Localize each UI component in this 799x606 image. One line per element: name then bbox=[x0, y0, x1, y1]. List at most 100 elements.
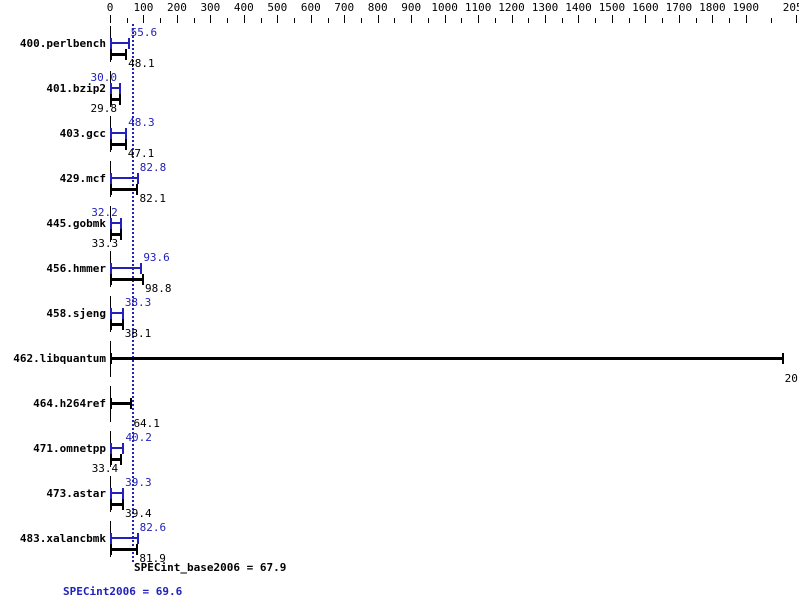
base-value-label: 47.1 bbox=[127, 147, 155, 160]
base-bar-cap bbox=[130, 398, 132, 409]
peak-bar-line bbox=[110, 312, 123, 314]
peak-bar-cap bbox=[119, 83, 121, 94]
base-bar-cap bbox=[120, 229, 122, 240]
peak-value-label: 40.2 bbox=[125, 431, 152, 444]
base-bar-origin-cap bbox=[110, 544, 112, 555]
peak-bar-cap bbox=[137, 173, 139, 184]
axis-tick-minor bbox=[261, 18, 262, 23]
base-bar-cap bbox=[122, 499, 124, 510]
axis-tick-label: 1600 bbox=[632, 1, 659, 14]
axis-tick-label: 1300 bbox=[531, 1, 559, 14]
benchmark-label: 458.sjeng bbox=[46, 307, 106, 320]
benchmark-label: 483.xalancbmk bbox=[19, 532, 106, 545]
benchmark-label: 400.perlbench bbox=[19, 37, 106, 50]
base-bar-cap bbox=[119, 94, 121, 105]
base-bar-line bbox=[110, 402, 131, 405]
peak-bar-line bbox=[110, 87, 120, 89]
benchmark-label: 462.libquantum bbox=[13, 352, 106, 365]
base-bar-line bbox=[110, 323, 123, 326]
base-bar-line bbox=[110, 233, 121, 236]
axis-tick-minor bbox=[428, 18, 429, 23]
base-value-label: 39.4 bbox=[125, 507, 152, 520]
axis-tick-label: 700 bbox=[334, 1, 355, 14]
base-value-label: 29.8 bbox=[90, 102, 117, 115]
base-bar-origin-cap bbox=[110, 274, 112, 285]
base-bar-origin-cap bbox=[110, 454, 112, 465]
base-value-label: 2010 bbox=[784, 372, 799, 385]
axis-tick-minor bbox=[629, 18, 630, 23]
axis-tick-minor bbox=[528, 18, 529, 23]
mean-line-peak bbox=[132, 24, 134, 563]
axis-tick-label: 800 bbox=[367, 1, 388, 14]
peak-bar-cap bbox=[122, 443, 124, 454]
axis-tick-label: 1700 bbox=[665, 1, 693, 14]
axis-tick-label: 900 bbox=[401, 1, 422, 14]
axis-tick-label: 1900 bbox=[732, 1, 760, 14]
peak-value-label: 82.8 bbox=[139, 161, 167, 174]
axis-tick-major bbox=[344, 15, 345, 23]
peak-bar-line bbox=[110, 447, 123, 449]
axis-tick-major bbox=[110, 15, 111, 23]
axis-tick-minor bbox=[160, 18, 161, 23]
base-value-label: 81.9 bbox=[139, 552, 166, 565]
base-bar-origin-cap bbox=[110, 49, 112, 60]
peak-bar-origin-cap bbox=[110, 488, 112, 499]
axis-tick-major bbox=[445, 15, 446, 23]
axis-tick-minor bbox=[771, 18, 772, 23]
axis-tick-label: 1100 bbox=[464, 1, 492, 14]
axis-tick-major bbox=[612, 15, 613, 23]
peak-bar-cap bbox=[122, 488, 124, 499]
peak-bar-origin-cap bbox=[110, 263, 112, 274]
peak-bar-cap bbox=[122, 308, 124, 319]
peak-value-label: 55.6 bbox=[130, 26, 158, 39]
peak-bar-origin-cap bbox=[110, 533, 112, 544]
base-bar-origin-cap bbox=[110, 499, 112, 510]
peak-bar-origin-cap bbox=[110, 38, 112, 49]
axis-tick-label: 1800 bbox=[699, 1, 726, 14]
peak-bar-line bbox=[110, 492, 123, 494]
axis-tick-label: 200 bbox=[166, 1, 187, 14]
peak-bar-cap bbox=[125, 128, 127, 139]
axis-tick-major bbox=[478, 15, 479, 23]
axis-tick-label: 400 bbox=[233, 1, 254, 14]
base-bar-origin-cap bbox=[110, 319, 112, 330]
base-bar-line bbox=[110, 278, 143, 281]
base-bar-line bbox=[110, 53, 126, 56]
base-bar-cap bbox=[125, 139, 127, 150]
specint-base-summary: SPECint_base2006 = 67.9 bbox=[134, 561, 287, 574]
base-bar-origin-cap bbox=[110, 139, 112, 150]
base-bar-cap bbox=[782, 353, 784, 364]
base-bar-cap bbox=[136, 184, 138, 195]
benchmark-label: 456.hmmer bbox=[46, 262, 106, 275]
base-value-label: 38.1 bbox=[124, 327, 152, 340]
base-bar-origin-cap bbox=[110, 229, 112, 240]
peak-bar-line bbox=[110, 537, 138, 539]
axis-tick-minor bbox=[394, 18, 395, 23]
peak-value-label: 93.6 bbox=[143, 251, 170, 264]
benchmark-label: 401.bzip2 bbox=[46, 82, 106, 95]
base-value-label: 33.4 bbox=[91, 462, 119, 475]
axis-tick-label: 1500 bbox=[598, 1, 626, 14]
base-value-label: 64.1 bbox=[133, 417, 160, 430]
base-bar-line bbox=[110, 458, 121, 461]
axis-tick-label: 2050 bbox=[782, 1, 799, 14]
axis-tick-major bbox=[796, 15, 797, 23]
specint-peak-summary: SPECint2006 = 69.6 bbox=[63, 585, 183, 598]
benchmark-label: 471.omnetpp bbox=[33, 442, 106, 455]
axis-tick-label: 500 bbox=[267, 1, 288, 14]
axis-tick-major bbox=[512, 15, 513, 23]
axis-tick-major bbox=[645, 15, 646, 23]
axis-tick-label: 1200 bbox=[498, 1, 525, 14]
axis-tick-major bbox=[277, 15, 278, 23]
axis-tick-minor bbox=[696, 18, 697, 23]
base-value-label: 98.8 bbox=[145, 282, 172, 295]
peak-bar-origin-cap bbox=[110, 308, 112, 319]
axis-tick-major bbox=[177, 15, 178, 23]
axis-tick-major bbox=[411, 15, 412, 23]
base-bar-line bbox=[110, 98, 120, 101]
peak-bar-origin-cap bbox=[110, 83, 112, 94]
axis-tick-label: 100 bbox=[133, 1, 154, 14]
benchmark-label: 445.gobmk bbox=[46, 217, 106, 230]
peak-bar-origin-cap bbox=[110, 443, 112, 454]
peak-bar-origin-cap bbox=[110, 173, 112, 184]
